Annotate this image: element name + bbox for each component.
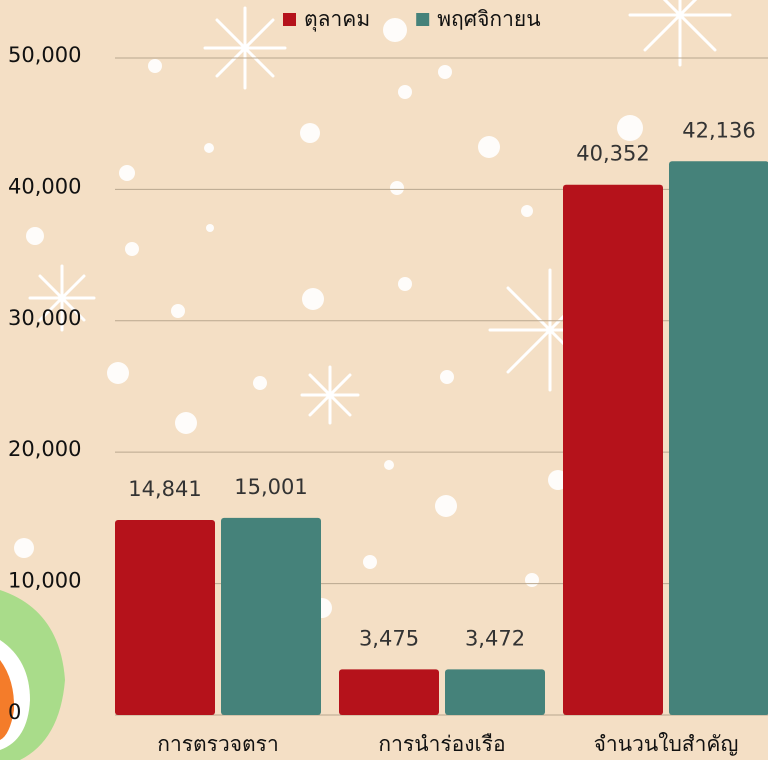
x-tick-label: การตรวจตรา xyxy=(157,732,279,756)
value-label: 15,001 xyxy=(234,475,307,499)
value-label: 3,472 xyxy=(465,626,525,650)
y-tick-label: 50,000 xyxy=(8,43,81,67)
value-label: 3,475 xyxy=(359,626,419,650)
chart: 0 10,000 20,000 30,000 40,000 50,000 การตรวจตร… xyxy=(0,0,768,760)
y-tick-label: 0 xyxy=(8,700,21,724)
x-tick-label: จำนวนใบสำคัญ xyxy=(594,732,739,756)
legend-label: พฤศจิกายน xyxy=(437,7,540,31)
legend-swatch xyxy=(283,13,296,26)
legend-swatch xyxy=(416,13,429,26)
bar xyxy=(115,520,215,715)
legend-label: ตุลาคม xyxy=(304,7,370,32)
bar xyxy=(563,185,663,715)
value-label: 40,352 xyxy=(576,142,649,166)
bar xyxy=(221,518,321,715)
value-label: 42,136 xyxy=(682,118,755,142)
y-tick-label: 20,000 xyxy=(8,437,81,461)
y-tick-label: 40,000 xyxy=(8,174,81,198)
bar xyxy=(669,161,768,715)
y-tick-label: 30,000 xyxy=(8,306,81,330)
bar xyxy=(339,669,439,715)
bar xyxy=(445,669,545,715)
x-tick-label: การนำร่องเรือ xyxy=(378,732,505,756)
value-label: 14,841 xyxy=(128,477,201,501)
y-tick-label: 10,000 xyxy=(8,569,81,593)
